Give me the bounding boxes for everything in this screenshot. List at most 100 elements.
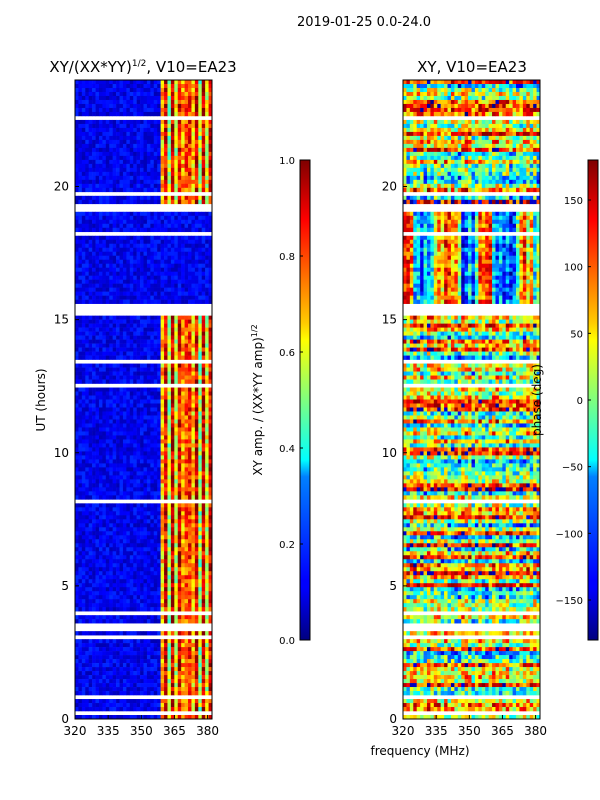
left-heatmap-cell (116, 531, 120, 536)
left-heatmap-cell (174, 455, 179, 460)
left-heatmap-cell (126, 279, 131, 284)
left-heatmap-cell (122, 199, 127, 205)
left-heatmap-cell (146, 327, 151, 332)
left-heatmap-cell (177, 223, 182, 229)
left-heatmap-cell (170, 123, 175, 129)
left-heatmap-cell (126, 211, 131, 217)
left-heatmap-cell (98, 167, 103, 173)
left-heatmap-cell (88, 619, 93, 624)
left-heatmap-cell (88, 171, 93, 177)
left-heatmap-cell (119, 375, 124, 380)
left-heatmap-cell (170, 387, 175, 392)
left-heatmap-cell (116, 227, 120, 233)
left-heatmap-cell (184, 403, 189, 408)
left-heatmap-cell (122, 167, 127, 173)
left-heatmap-cell (126, 95, 131, 101)
left-heatmap-cell (92, 279, 96, 284)
left-heatmap-cell (133, 559, 137, 564)
left-heatmap-cell (129, 335, 134, 340)
left-heatmap-cell (85, 291, 89, 296)
left-heatmap-cell (208, 155, 213, 161)
left-heatmap-cell (174, 539, 179, 544)
left-heatmap-cell (205, 315, 209, 320)
left-heatmap-cell (109, 187, 113, 193)
left-heatmap-cell (75, 107, 79, 113)
left-heatmap-cell (208, 295, 213, 300)
left-heatmap-cell (140, 395, 144, 400)
left-heatmap-cell (102, 219, 107, 225)
left-heatmap-cell (78, 427, 83, 432)
left-heatmap-cell (78, 431, 83, 436)
left-heatmap-cell (184, 163, 189, 169)
left-heatmap-cell (126, 283, 131, 288)
left-heatmap-cell (184, 455, 189, 460)
left-heatmap-cell (109, 243, 113, 249)
left-heatmap-cell (95, 431, 100, 436)
left-heatmap-cell (119, 547, 124, 552)
left-heatmap-cell (92, 415, 96, 420)
left-heatmap-cell (105, 451, 110, 456)
left-heatmap-cell (167, 559, 172, 564)
left-heatmap-cell (198, 227, 203, 233)
left-heatmap-cell (174, 419, 179, 424)
left-heatmap-cell (170, 391, 175, 396)
left-heatmap-cell (191, 283, 196, 288)
left-heatmap-cell (167, 183, 172, 189)
left-heatmap-cell (153, 319, 158, 324)
left-heatmap-cell (136, 515, 141, 520)
left-heatmap-cell (191, 355, 196, 360)
left-heatmap-cell (167, 431, 172, 436)
left-heatmap-cell (75, 123, 79, 129)
left-heatmap-cell (133, 515, 137, 520)
left-heatmap-cell (181, 535, 185, 540)
left-heatmap-cell (181, 159, 185, 165)
left-heatmap-cell (105, 575, 110, 580)
left-heatmap-cell (181, 179, 185, 185)
left-heatmap-cell (153, 515, 158, 520)
left-heatmap-cell (88, 423, 93, 428)
left-heatmap-cell (208, 327, 213, 332)
left-heatmap-cell (150, 391, 155, 396)
left-heatmap-cell (157, 175, 161, 181)
left-heatmap-cell (88, 127, 93, 133)
left-heatmap-cell (191, 175, 196, 181)
left-heatmap-cell (167, 167, 172, 173)
left-heatmap-cell (198, 435, 203, 440)
left-heatmap-cell (191, 491, 196, 496)
left-heatmap-cell (105, 535, 110, 540)
left-heatmap-cell (119, 403, 124, 408)
left-heatmap-cell (98, 411, 103, 416)
left-heatmap-cell (129, 419, 134, 424)
left-heatmap-cell (126, 451, 131, 456)
left-heatmap-cell (122, 143, 127, 149)
left-heatmap-cell (95, 531, 100, 536)
left-heatmap-cell (98, 267, 103, 272)
left-heatmap-cell (140, 367, 144, 372)
left-heatmap-cell (150, 463, 155, 468)
left-heatmap-cell (81, 139, 86, 145)
left-heatmap-cell (122, 443, 127, 448)
left-heatmap-cell (143, 123, 148, 129)
left-heatmap-cell (98, 579, 103, 584)
left-heatmap-cell (208, 463, 213, 468)
left-heatmap-cell (116, 543, 120, 548)
left-heatmap-cell (92, 407, 96, 412)
left-heatmap-cell (170, 579, 175, 584)
left-heatmap-cell (133, 123, 137, 129)
left-heatmap-cell (119, 487, 124, 492)
left-heatmap-cell (85, 487, 89, 492)
left-heatmap-cell (198, 479, 203, 484)
left-heatmap-cell (140, 567, 144, 572)
left-heatmap-cell (194, 595, 199, 600)
left-heatmap-cell (98, 443, 103, 448)
left-heatmap-cell (126, 495, 131, 500)
left-heatmap-cell (102, 599, 107, 604)
left-heatmap-cell (201, 351, 206, 356)
left-heatmap-cell (98, 427, 103, 432)
left-heatmap-cell (81, 567, 86, 572)
left-heatmap-cell (105, 235, 110, 241)
left-heatmap-cell (133, 215, 137, 221)
left-heatmap-cell (184, 295, 189, 300)
left-heatmap-cell (78, 171, 83, 177)
left-heatmap-cell (143, 159, 148, 165)
